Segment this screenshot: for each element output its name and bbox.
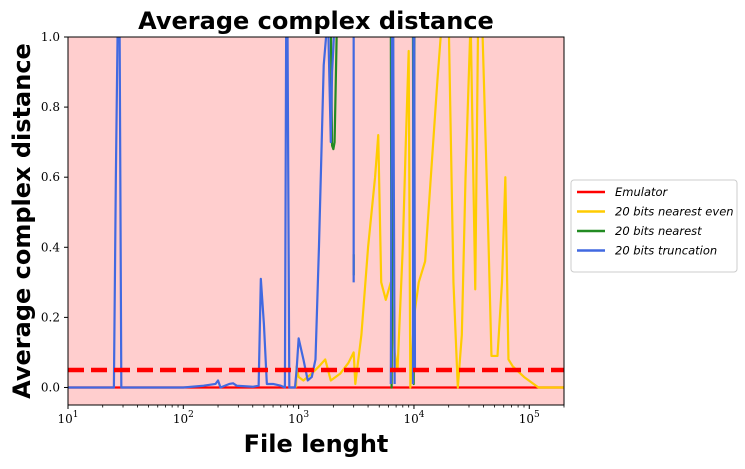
x-axis-label: File lenght <box>244 430 389 458</box>
y-tick-label: 1.0 <box>41 30 60 44</box>
y-axis-ticks: 0.0 0.2 0.4 0.6 0.8 1.0 <box>41 30 68 394</box>
plot-frame <box>67 36 565 406</box>
legend-label: 20 bits nearest even <box>615 205 734 219</box>
x-tick-label: 102 <box>173 410 194 426</box>
legend-box <box>570 179 738 273</box>
y-tick-label: 0.8 <box>41 100 60 114</box>
x-axis-ticks: 101 102 103 104 105 <box>57 405 565 426</box>
legend-label: 20 bits truncation <box>615 244 717 258</box>
legend: Emulator 20 bits nearest even 20 bits near… <box>570 179 738 273</box>
x-tick-label: 105 <box>519 410 540 426</box>
x-tick-label: 101 <box>57 410 78 426</box>
y-tick-label: 0.4 <box>41 240 60 254</box>
legend-label: 20 bits nearest <box>615 224 702 238</box>
chart-title: Average complex distance <box>138 7 494 35</box>
plot-area <box>68 37 564 405</box>
legend-label: Emulator <box>615 185 669 199</box>
y-tick-label: 0.0 <box>41 380 60 394</box>
x-tick-label: 104 <box>403 410 424 426</box>
series-line-truncation-extra-2 <box>411 37 417 384</box>
y-tick-label: 0.6 <box>41 170 60 184</box>
y-tick-label: 0.2 <box>41 310 60 324</box>
y-axis-label: Average complex distance <box>8 43 36 399</box>
series-line-truncation-extra-1 <box>389 37 396 384</box>
series-line-20-bits-truncation <box>68 37 335 389</box>
x-tick-label: 103 <box>288 410 309 426</box>
